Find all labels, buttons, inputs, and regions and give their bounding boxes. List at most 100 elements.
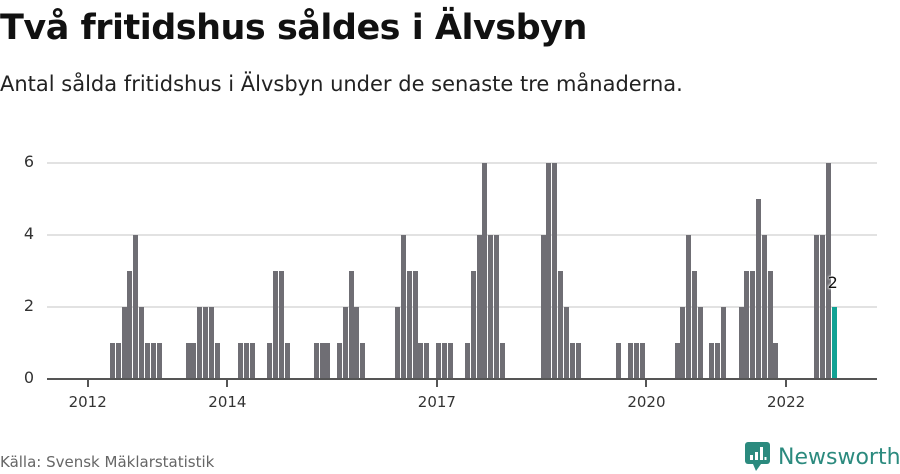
bar[interactable] <box>674 343 680 379</box>
bar[interactable] <box>400 235 406 379</box>
bar[interactable] <box>133 235 139 379</box>
bar[interactable] <box>238 343 244 379</box>
y-axis-tick-label: 4 <box>23 224 34 243</box>
bar[interactable] <box>348 271 354 379</box>
gridline <box>47 234 877 236</box>
y-axis-tick-label: 0 <box>23 368 34 387</box>
bar[interactable] <box>831 307 837 379</box>
x-axis-tick <box>435 380 438 387</box>
bar[interactable] <box>185 343 191 379</box>
bar[interactable] <box>203 307 209 379</box>
bar[interactable] <box>342 307 348 379</box>
bar[interactable] <box>575 343 581 379</box>
bar[interactable] <box>267 343 273 379</box>
bar[interactable] <box>470 271 476 379</box>
bar[interactable] <box>761 235 767 379</box>
y-axis-tick-label: 6 <box>23 152 34 171</box>
bar[interactable] <box>767 271 773 379</box>
bar[interactable] <box>773 343 779 379</box>
bar[interactable] <box>354 307 360 379</box>
bar[interactable] <box>243 343 249 379</box>
bar[interactable] <box>691 271 697 379</box>
bar[interactable] <box>744 271 750 379</box>
bar[interactable] <box>197 307 203 379</box>
bar[interactable] <box>814 235 820 379</box>
bar[interactable] <box>249 343 255 379</box>
x-axis-tick-label: 2017 <box>417 393 456 411</box>
gridline <box>47 162 877 164</box>
bar[interactable] <box>435 343 441 379</box>
bar[interactable] <box>639 343 645 379</box>
bar[interactable] <box>482 163 488 379</box>
bar[interactable] <box>558 271 564 379</box>
chart-subtitle: Antal sålda fritidshus i Älvsbyn under d… <box>0 72 683 96</box>
x-axis-tick <box>86 380 89 387</box>
bar-chart: 0 2 4 6 2012 2014 2017 2020 2022 2 <box>0 140 900 420</box>
bar[interactable] <box>144 343 150 379</box>
bar[interactable] <box>715 343 721 379</box>
bar[interactable] <box>820 235 826 379</box>
bar[interactable] <box>563 307 569 379</box>
bar[interactable] <box>325 343 331 379</box>
bar[interactable] <box>465 343 470 379</box>
bar[interactable] <box>278 271 284 379</box>
bar-chart-speech-bubble-icon <box>745 442 770 471</box>
bar[interactable] <box>540 235 546 379</box>
bar[interactable] <box>424 343 430 379</box>
bar[interactable] <box>191 343 197 379</box>
bar[interactable] <box>406 271 412 379</box>
bar[interactable] <box>395 307 401 379</box>
x-axis-line <box>47 378 877 380</box>
bar[interactable] <box>633 343 639 379</box>
bar[interactable] <box>156 343 162 379</box>
bar[interactable] <box>447 343 453 379</box>
bar[interactable] <box>412 271 418 379</box>
bar[interactable] <box>825 163 831 379</box>
bar[interactable] <box>214 343 220 379</box>
bar[interactable] <box>499 343 505 379</box>
bar[interactable] <box>208 307 214 379</box>
x-axis-tick <box>226 380 229 387</box>
x-axis-tick-label: 2014 <box>208 393 247 411</box>
brand-name: Newsworthy <box>778 444 900 470</box>
bar[interactable] <box>360 343 366 379</box>
x-axis-tick <box>645 380 648 387</box>
bar[interactable] <box>284 343 290 379</box>
bar[interactable] <box>738 307 744 379</box>
bar[interactable] <box>441 343 447 379</box>
bar[interactable] <box>680 307 686 379</box>
bar[interactable] <box>313 343 319 379</box>
bar[interactable] <box>756 199 761 379</box>
bar[interactable] <box>336 343 342 379</box>
bar[interactable] <box>150 343 156 379</box>
source-note: Källa: Svensk Mäklarstatistik <box>0 453 215 471</box>
bar[interactable] <box>569 343 575 379</box>
bar[interactable] <box>552 163 558 379</box>
bar[interactable] <box>109 343 115 379</box>
bar[interactable] <box>272 271 278 379</box>
bar[interactable] <box>750 271 756 379</box>
bar[interactable] <box>139 307 145 379</box>
x-axis-tick <box>785 380 788 387</box>
bar[interactable] <box>121 307 127 379</box>
bar[interactable] <box>127 271 133 379</box>
x-axis-tick-label: 2020 <box>627 393 666 411</box>
bar[interactable] <box>721 307 727 379</box>
bar[interactable] <box>546 163 552 379</box>
bar[interactable] <box>476 235 482 379</box>
bar[interactable] <box>488 235 494 379</box>
gridline <box>47 306 877 308</box>
bar[interactable] <box>616 343 622 379</box>
x-axis-tick-label: 2022 <box>767 393 806 411</box>
value-annotation: 2 <box>827 273 838 292</box>
brand-logo-link[interactable]: Newsworthy <box>745 442 900 472</box>
bar[interactable] <box>319 343 325 379</box>
bar[interactable] <box>627 343 633 379</box>
bar[interactable] <box>686 235 692 379</box>
bar[interactable] <box>494 235 500 379</box>
bar[interactable] <box>697 307 703 379</box>
bar[interactable] <box>115 343 121 379</box>
bar[interactable] <box>709 343 715 379</box>
chart-title: Två fritidshus såldes i Älvsbyn <box>0 8 587 48</box>
bar[interactable] <box>418 343 424 379</box>
